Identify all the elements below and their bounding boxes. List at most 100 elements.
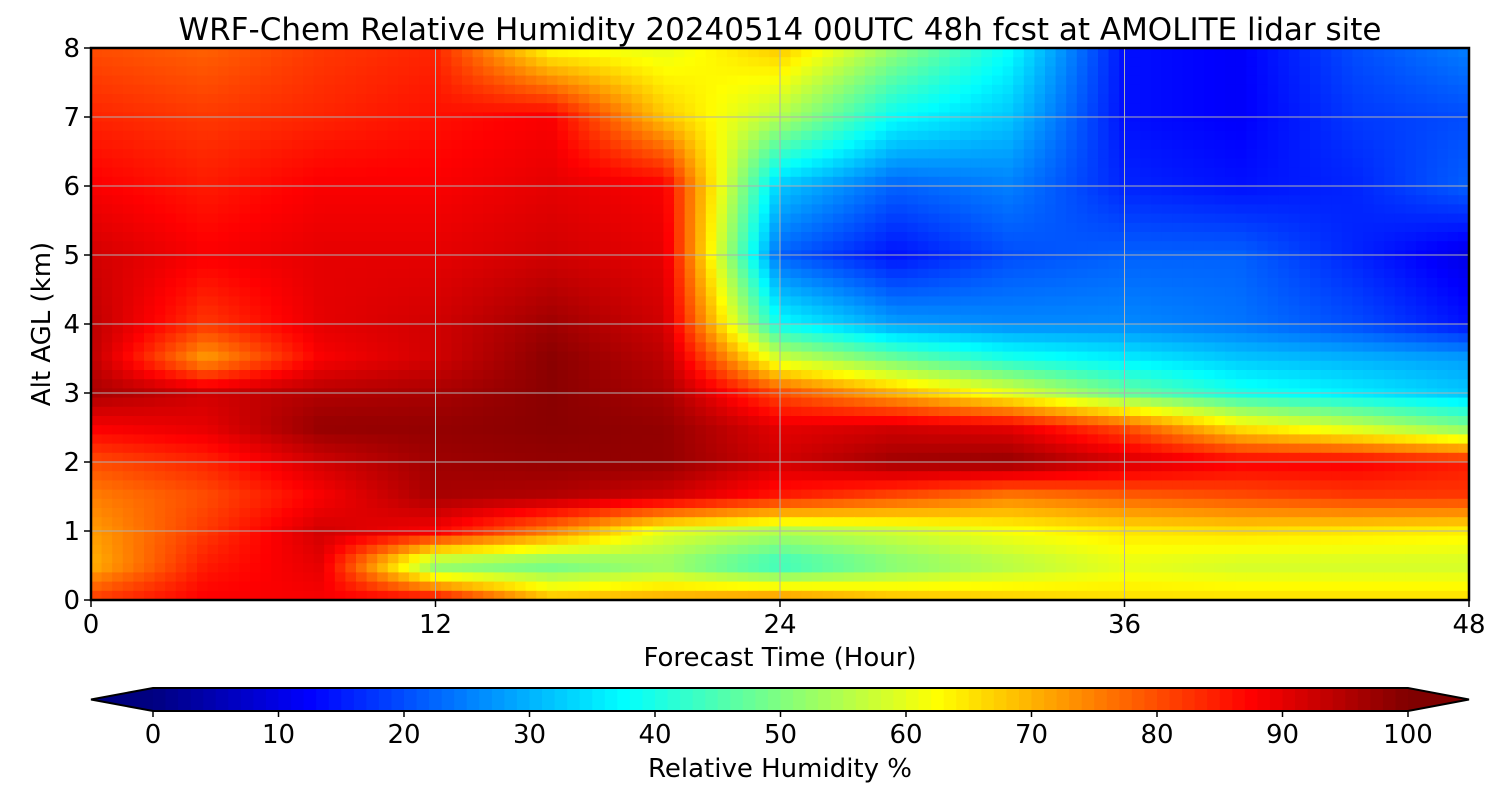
rh-cell	[91, 140, 103, 150]
rh-cell	[1108, 158, 1120, 169]
rh-cell	[1002, 287, 1014, 297]
rh-cell	[281, 305, 293, 316]
rh-cell	[684, 287, 696, 297]
rh-cell	[345, 351, 357, 362]
rh-cell	[324, 278, 336, 288]
rh-cell	[1384, 84, 1396, 95]
rh-cell	[949, 296, 961, 307]
rh-cell	[1405, 140, 1417, 150]
rh-cell	[303, 84, 315, 95]
rh-cell	[101, 324, 113, 334]
rh-cell	[1066, 324, 1078, 334]
rh-cell	[1235, 342, 1247, 353]
rh-cell	[1257, 84, 1269, 95]
rh-cell	[716, 121, 728, 132]
rh-cell	[875, 140, 887, 150]
rh-cell	[811, 333, 823, 343]
rh-cell	[801, 195, 813, 205]
rh-cell	[525, 241, 537, 251]
rh-cell	[472, 204, 484, 215]
rh-cell	[854, 333, 866, 343]
rh-cell	[716, 57, 728, 67]
rh-cell	[91, 186, 103, 196]
rh-cell	[313, 232, 325, 242]
rh-cell	[631, 195, 643, 205]
rh-cell	[239, 351, 251, 362]
rh-cell	[1108, 333, 1120, 343]
rh-cell	[1384, 379, 1396, 389]
rh-cell	[1426, 149, 1438, 159]
rh-cell	[748, 296, 760, 307]
rh-cell	[493, 370, 505, 380]
rh-cell	[928, 149, 940, 159]
rh-cell	[366, 370, 378, 380]
rh-cell	[1066, 232, 1078, 242]
rh-cell	[271, 130, 283, 141]
rh-cell	[281, 176, 293, 187]
rh-cell	[1437, 48, 1449, 58]
rh-cell	[271, 333, 283, 343]
rh-cell	[907, 370, 919, 380]
rh-cell	[1129, 370, 1141, 380]
rh-cell	[546, 370, 558, 380]
rh-cell	[419, 149, 431, 159]
rh-cell	[557, 186, 569, 196]
rh-cell	[112, 324, 124, 334]
rh-cell	[1394, 232, 1406, 242]
rh-cell	[949, 94, 961, 104]
rh-cell	[154, 186, 166, 196]
rh-cell	[896, 314, 908, 325]
rh-cell	[1257, 149, 1269, 159]
rh-cell	[833, 48, 845, 58]
rh-cell	[493, 351, 505, 362]
rh-cell	[674, 305, 686, 316]
rh-cell	[843, 232, 855, 242]
rh-cell	[451, 370, 463, 380]
rh-cell	[1447, 278, 1459, 288]
rh-cell	[345, 195, 357, 205]
rh-cell	[546, 103, 558, 113]
rh-cell	[557, 314, 569, 325]
rh-cell	[409, 94, 421, 104]
rh-cell	[1182, 268, 1194, 279]
rh-cell	[1352, 324, 1364, 334]
rh-cell	[1373, 222, 1385, 233]
rh-cell	[822, 324, 834, 334]
rh-cell	[546, 176, 558, 187]
rh-cell	[133, 84, 145, 95]
rh-cell	[1214, 66, 1226, 77]
rh-cell	[1161, 278, 1173, 288]
rh-cell	[1013, 167, 1025, 178]
rh-cell	[705, 278, 717, 288]
rh-cell	[239, 176, 251, 187]
rh-cell	[260, 324, 272, 334]
rh-cell	[356, 305, 368, 316]
rh-cell	[589, 305, 601, 316]
rh-cell	[907, 167, 919, 178]
rh-cell	[695, 48, 707, 58]
rh-cell	[1034, 213, 1046, 224]
rh-cell	[1045, 268, 1057, 279]
rh-cell	[197, 149, 209, 159]
rh-cell	[165, 57, 177, 67]
rh-cell	[769, 305, 781, 316]
rh-cell	[610, 195, 622, 205]
rh-cell	[801, 222, 813, 233]
rh-cell	[91, 48, 103, 58]
rh-cell	[218, 397, 230, 408]
rh-cell	[218, 370, 230, 380]
rh-cell	[165, 397, 177, 408]
rh-cell	[1214, 305, 1226, 316]
rh-cell	[992, 121, 1004, 132]
rh-cell	[398, 121, 410, 132]
rh-cell	[334, 342, 346, 353]
rh-cell	[239, 370, 251, 380]
rh-cell	[674, 204, 686, 215]
rh-cell	[621, 176, 633, 187]
rh-cell	[1129, 342, 1141, 353]
rh-cell	[1214, 379, 1226, 389]
rh-cell	[260, 342, 272, 353]
rh-cell	[1363, 296, 1375, 307]
rh-cell	[992, 278, 1004, 288]
rh-cell	[875, 287, 887, 297]
